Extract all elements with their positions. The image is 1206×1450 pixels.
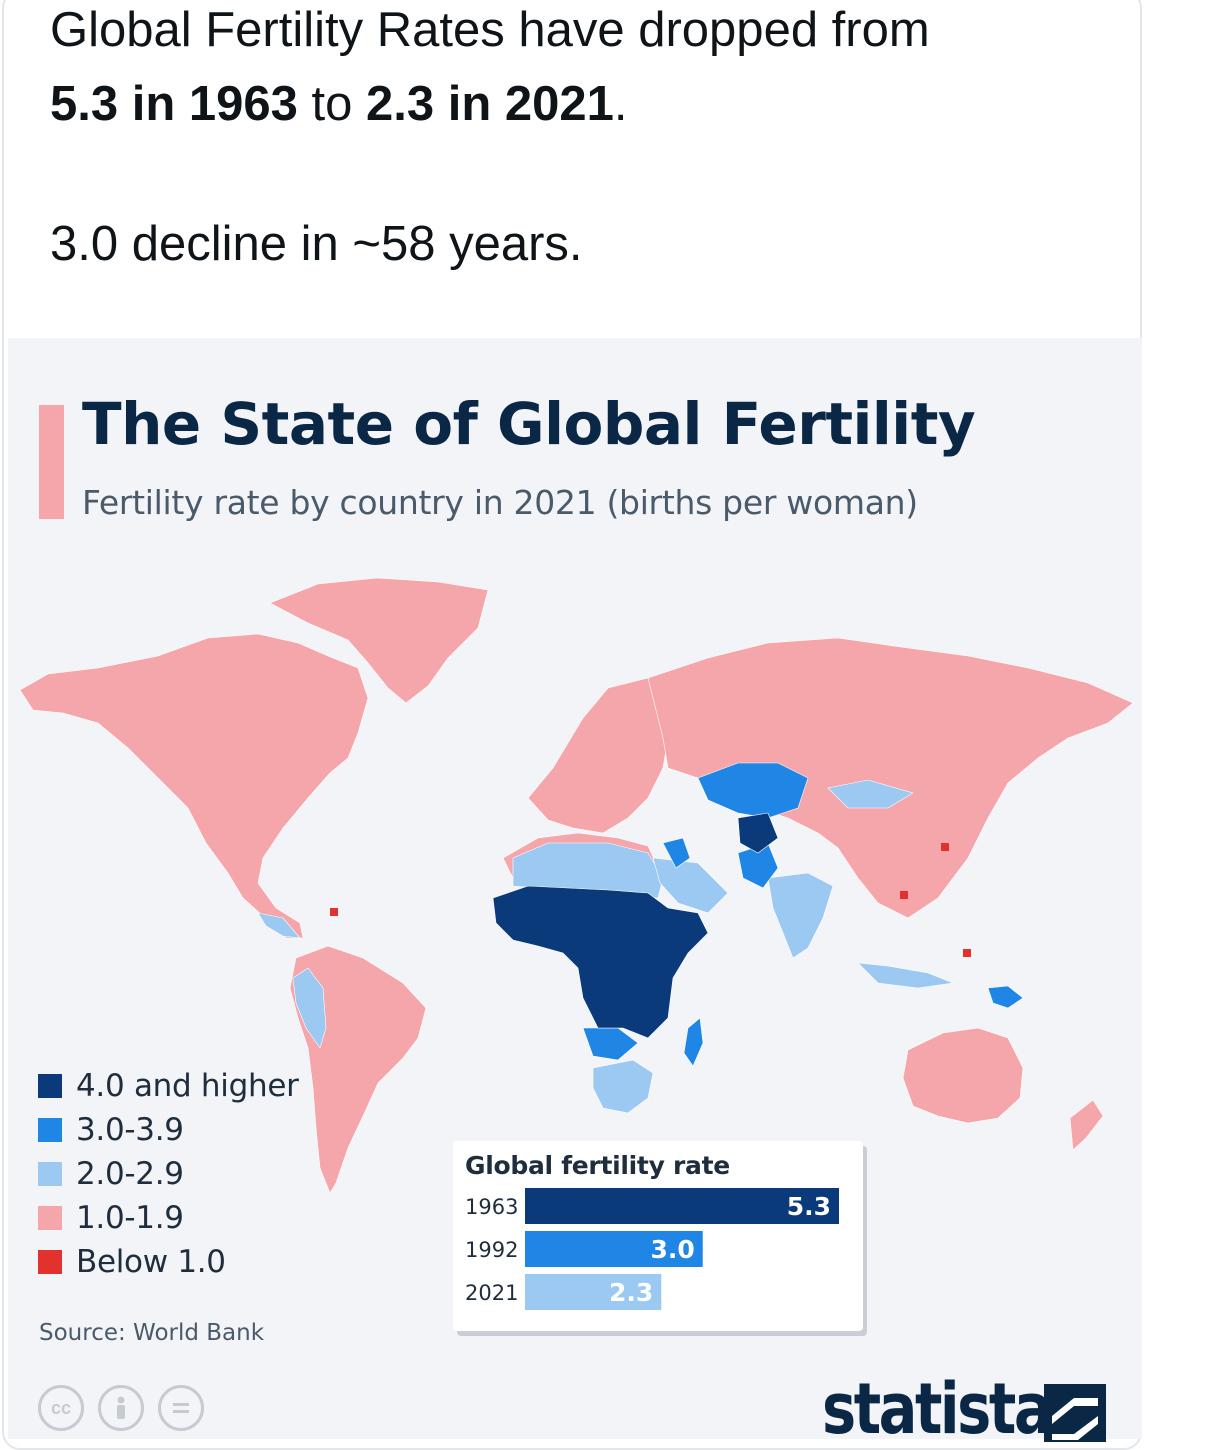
tweet-2021-value: 2.3 in 2021 bbox=[366, 77, 614, 131]
map-south-korea bbox=[941, 843, 949, 851]
tweet-line-2: 5.3 in 1963 to 2.3 in 2021. bbox=[50, 67, 1130, 141]
infographic-subtitle: Fertility rate by country in 2021 (birth… bbox=[82, 483, 918, 522]
tweet-line-3-text: 3.0 decline in ~58 years. bbox=[50, 217, 583, 271]
map-andes bbox=[292, 967, 327, 1049]
legend-label: 1.0-1.9 bbox=[76, 1200, 184, 1236]
map-sub-saharan-africa bbox=[492, 885, 709, 1039]
map-papua bbox=[987, 985, 1024, 1009]
map-afghanistan bbox=[737, 812, 779, 854]
bar-category-label: 2021 bbox=[465, 1281, 518, 1305]
cc-icon[interactable]: cc bbox=[38, 1385, 84, 1431]
map-australia bbox=[902, 1027, 1024, 1124]
map-central-asia bbox=[697, 762, 809, 819]
tweet-line-2-mid: to bbox=[297, 77, 366, 131]
map-mongolia bbox=[827, 779, 914, 809]
legend-item: 2.0-2.9 bbox=[38, 1152, 299, 1196]
map-central-america bbox=[257, 912, 301, 939]
legend-item: 3.0-3.9 bbox=[38, 1108, 299, 1152]
bar-2021 bbox=[525, 1274, 662, 1310]
bar-category-label: 1963 bbox=[465, 1195, 518, 1219]
map-europe bbox=[527, 677, 674, 834]
title-accent-bar bbox=[39, 405, 64, 519]
tweet-line-3: 3.0 decline in ~58 years. bbox=[50, 207, 1130, 281]
tweet-line-2-end: . bbox=[613, 77, 628, 131]
map-madagascar bbox=[683, 1017, 704, 1067]
map-pacific-islet bbox=[963, 949, 971, 957]
map-north-america bbox=[19, 633, 369, 939]
legend-label: 2.0-2.9 bbox=[76, 1156, 184, 1192]
map-hong-kong bbox=[900, 891, 908, 899]
legend-label: 4.0 and higher bbox=[76, 1068, 299, 1104]
legend-item: Below 1.0 bbox=[38, 1240, 299, 1284]
no-derivatives-icon[interactable] bbox=[158, 1385, 204, 1431]
map-new-zealand bbox=[1069, 1099, 1104, 1151]
legend-swatch bbox=[38, 1118, 62, 1142]
tweet-1963-value: 5.3 in 1963 bbox=[50, 77, 298, 131]
map-southern-africa bbox=[592, 1059, 654, 1114]
tweet-line-1-text: Global Fertility Rates have dropped from bbox=[50, 3, 930, 57]
map-puerto-rico bbox=[330, 908, 338, 916]
legend-item: 1.0-1.9 bbox=[38, 1196, 299, 1240]
bar-value-label: 2.3 bbox=[609, 1278, 653, 1307]
bar-1963 bbox=[525, 1188, 839, 1224]
legend-label: 3.0-3.9 bbox=[76, 1112, 184, 1148]
legend-swatch bbox=[38, 1250, 62, 1274]
bar-1992 bbox=[525, 1231, 703, 1267]
map-iraq bbox=[662, 837, 691, 869]
tweet-line-1: Global Fertility Rates have dropped from bbox=[50, 0, 1130, 67]
map-india bbox=[767, 872, 834, 959]
source-note: Source: World Bank bbox=[39, 1320, 265, 1346]
bar-category-label: 1992 bbox=[465, 1238, 518, 1262]
legend: 4.0 and higher 3.0-3.9 2.0-2.9 1.0-1.9 B… bbox=[38, 1064, 299, 1284]
legend-label: Below 1.0 bbox=[76, 1244, 226, 1280]
bar-value-label: 3.0 bbox=[650, 1235, 694, 1264]
map-east-africa-mid bbox=[582, 1027, 639, 1061]
license-icons: cc bbox=[38, 1385, 204, 1431]
legend-swatch bbox=[38, 1162, 62, 1186]
tweet-body: Global Fertility Rates have dropped from… bbox=[50, 0, 1130, 281]
bar-value-label: 5.3 bbox=[787, 1192, 831, 1221]
legend-swatch bbox=[38, 1074, 62, 1098]
map-greenland bbox=[269, 577, 489, 704]
bar-chart-title: Global fertility rate bbox=[465, 1151, 730, 1180]
map-middle-east bbox=[652, 857, 729, 914]
bar-chart-plot: 1963 5.3 1992 3.0 2021 2.3 bbox=[465, 1188, 839, 1310]
attribution-icon[interactable] bbox=[98, 1385, 144, 1431]
infographic: The State of Global Fertility Fertility … bbox=[8, 338, 1142, 1450]
statista-wordmark: statista bbox=[822, 1368, 1053, 1450]
statista-logo-icon bbox=[1044, 1384, 1106, 1442]
legend-swatch bbox=[38, 1206, 62, 1230]
world-map bbox=[19, 577, 1134, 1194]
map-indonesia bbox=[857, 962, 955, 989]
global-fertility-bar-chart: Global fertility rate 1963 5.3 1992 3.0 2021… bbox=[453, 1141, 863, 1331]
legend-item: 4.0 and higher bbox=[38, 1064, 299, 1108]
infographic-title: The State of Global Fertility bbox=[82, 390, 976, 458]
